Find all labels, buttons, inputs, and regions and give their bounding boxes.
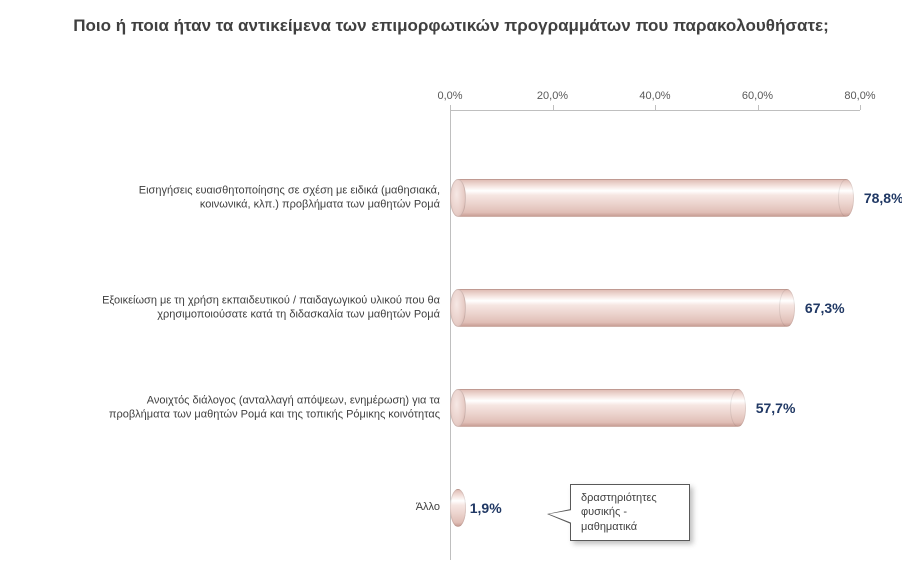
x-tick-mark [860,105,861,110]
x-tick-label: 20,0% [537,90,568,102]
x-tick-mark [553,105,554,110]
category-label: Εξοικείωση με τη χρήση εκπαιδευτικού / π… [90,294,440,322]
bar-cap-right [450,489,466,527]
bar-body [458,289,787,327]
bar-cap-left [450,289,466,327]
callout-annotation: δραστηριότητες φυσικής - μαθηματικά [570,484,690,541]
callout-text: δραστηριότητες φυσικής - μαθηματικά [581,492,657,533]
bar [450,289,795,327]
x-tick-label: 40,0% [639,90,670,102]
category-label: Εισηγήσεις ευαισθητοποίησης σε σχέση με … [90,184,440,212]
x-axis-line [450,110,860,111]
data-label: 78,8% [864,190,902,206]
data-label: 1,9% [470,500,502,516]
bar [450,389,746,427]
bar [450,179,854,217]
data-label: 57,7% [756,400,796,416]
bar-cap-right [730,389,746,427]
bar [450,489,466,527]
x-tick-mark [655,105,656,110]
x-tick-label: 60,0% [742,90,773,102]
bar-body [458,389,738,427]
category-label: Ανοιχτός διάλογος (ανταλλαγή απόψεων, εν… [90,394,440,422]
x-tick-label: 0,0% [437,90,462,102]
bar-body [458,179,846,217]
bar-cap-left [450,389,466,427]
data-label: 67,3% [805,300,845,316]
bar-cap-right [779,289,795,327]
bar-cap-left [450,179,466,217]
chart-title: Ποιο ή ποια ήταν τα αντικείμενα των επιμ… [0,0,902,47]
category-label: Άλλο [90,501,440,515]
x-tick-mark [758,105,759,110]
bar-cap-right [838,179,854,217]
x-tick-mark [450,105,451,110]
x-tick-label: 80,0% [844,90,875,102]
